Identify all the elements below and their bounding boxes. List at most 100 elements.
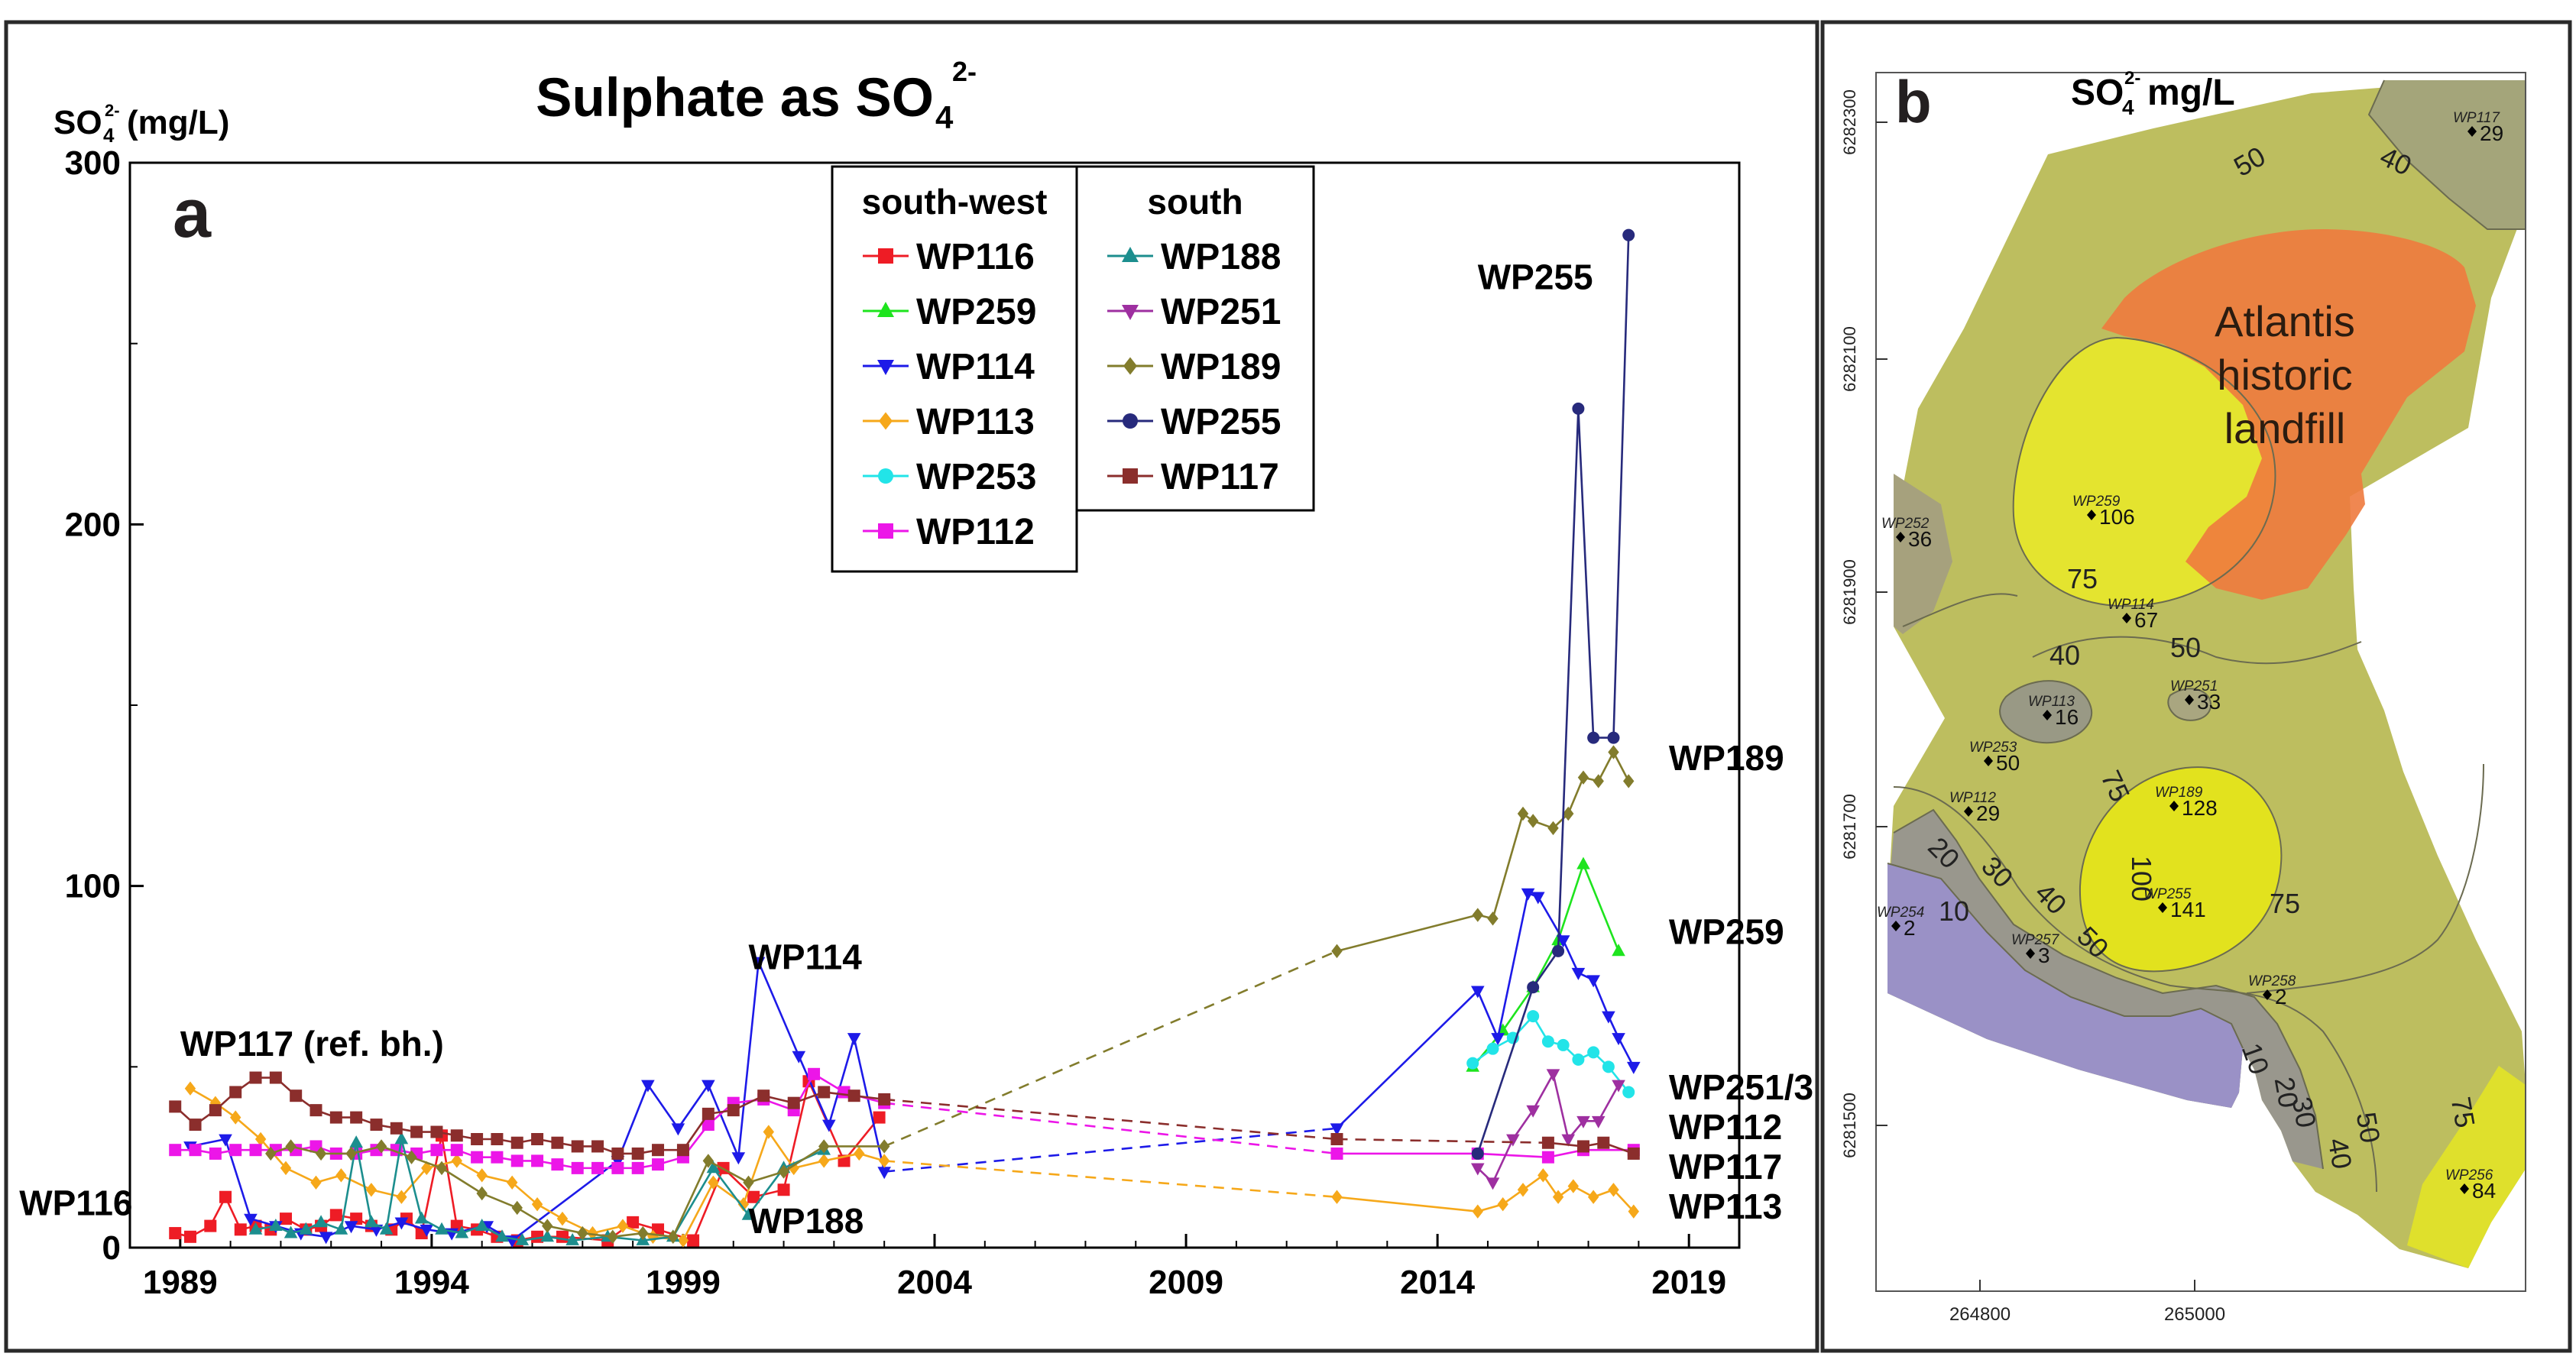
data-point	[506, 1175, 518, 1190]
data-point	[189, 1119, 202, 1132]
series-line-segment	[355, 1142, 373, 1223]
data-point	[435, 1222, 449, 1235]
data-point	[741, 1207, 756, 1220]
data-point	[617, 1219, 629, 1233]
data-point	[234, 1223, 247, 1236]
data-point	[169, 1227, 182, 1240]
map-y-tick-label: 6281500	[1840, 1093, 1859, 1158]
well-marker	[1964, 806, 1973, 817]
data-point	[878, 1154, 890, 1168]
data-point	[571, 1161, 584, 1174]
x-tick-label: 2019	[1651, 1264, 1726, 1301]
well-marker	[2158, 902, 2167, 913]
data-point	[396, 1190, 407, 1204]
series-wp189	[265, 745, 1635, 1244]
data-point	[284, 1225, 298, 1238]
series-line-segment	[853, 1038, 886, 1172]
data-point	[394, 1217, 409, 1230]
well-marker	[2026, 948, 2035, 959]
data-point	[631, 1147, 644, 1160]
data-point	[1541, 1136, 1554, 1149]
data-point	[329, 1111, 342, 1124]
series-line-segment	[793, 1160, 825, 1170]
data-point	[1587, 731, 1600, 744]
data-point	[787, 1096, 800, 1109]
data-point	[406, 1150, 417, 1164]
data-point	[1547, 821, 1559, 836]
data-point	[577, 1225, 588, 1241]
data-point	[269, 1071, 282, 1084]
data-point	[1470, 986, 1485, 999]
y-axis-label-main: SO	[53, 104, 102, 141]
well-marker	[1896, 532, 1905, 542]
data-point	[1537, 1168, 1549, 1183]
data-point	[169, 1100, 182, 1113]
series-annotation: WP189	[1669, 738, 1784, 778]
series-line-segment	[828, 1038, 855, 1125]
data-point	[265, 1146, 277, 1161]
data-point	[310, 1175, 322, 1190]
data-point	[667, 1229, 679, 1244]
y-axis-label-sup: 2-	[105, 101, 120, 120]
y-tick-label: 300	[65, 144, 121, 182]
series-line-segment	[883, 950, 1338, 1148]
data-point	[209, 1147, 222, 1160]
series-annotation: WP113	[1669, 1187, 1782, 1226]
data-point	[254, 1132, 267, 1147]
well-name: WP259	[2072, 494, 2121, 510]
data-point	[551, 1158, 564, 1171]
well-marker	[2087, 510, 2096, 520]
legend-marker	[877, 302, 894, 317]
data-point	[587, 1225, 598, 1241]
data-point	[1571, 967, 1586, 980]
well-name: WP253	[1969, 740, 2017, 756]
legend-entry-wp113: WP113	[863, 402, 1035, 442]
data-point	[369, 1224, 384, 1237]
series-line-segment	[1337, 914, 1479, 953]
data-point	[1608, 745, 1619, 759]
x-tick-label: 2009	[1149, 1264, 1223, 1301]
data-point	[471, 1151, 484, 1164]
data-point	[1608, 1183, 1619, 1197]
legend-label: WP112	[916, 512, 1035, 552]
series-line-segment	[823, 1152, 860, 1162]
series-line-segment	[742, 1132, 770, 1205]
series-line-segment	[572, 1235, 608, 1242]
contour-label: 20	[2269, 1075, 2305, 1111]
series-annotation: WP259	[1669, 911, 1784, 951]
data-point	[1517, 1183, 1529, 1197]
series-line-segment	[351, 1145, 382, 1155]
data-point	[1466, 1057, 1479, 1070]
data-point	[1612, 1033, 1625, 1046]
legend-box	[831, 165, 1078, 573]
contour-zone-blue	[1887, 863, 2243, 1108]
data-point	[314, 1215, 328, 1228]
y-axis-label: SO 4 2- (mg/L)	[53, 101, 229, 147]
series-line-segment	[1562, 940, 1580, 973]
data-point	[1576, 1115, 1590, 1128]
y-tick-label: 0	[102, 1229, 121, 1267]
well-value: 106	[2099, 505, 2135, 529]
data-point	[878, 1093, 891, 1106]
series-line-segment	[285, 1167, 317, 1183]
contour-zone-gray-west	[1894, 474, 1952, 634]
contour-label: 50	[2351, 1110, 2386, 1146]
well-marker	[2169, 801, 2179, 811]
series-line-segment	[385, 1138, 403, 1230]
data-point	[727, 1104, 740, 1117]
data-point	[1527, 1010, 1540, 1023]
series-line-segment	[707, 1084, 740, 1158]
series-line-segment	[1557, 863, 1585, 941]
well-name: WP256	[2445, 1167, 2493, 1183]
data-point	[475, 1219, 489, 1231]
data-point	[1556, 935, 1570, 948]
data-point	[169, 1144, 182, 1157]
svg-text:Sulphate as SO: Sulphate as SO	[536, 68, 934, 128]
data-point	[1526, 1105, 1540, 1118]
data-point	[637, 1225, 649, 1241]
well-value: 29	[1976, 801, 2000, 825]
data-point	[1602, 1060, 1615, 1073]
